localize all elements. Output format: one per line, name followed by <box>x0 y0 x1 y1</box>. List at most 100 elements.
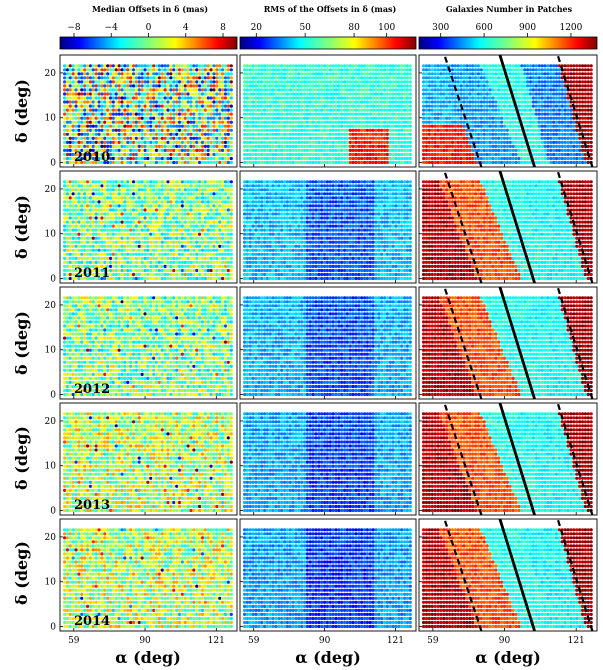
patch-dot <box>563 104 567 108</box>
patch-dot <box>166 140 170 144</box>
patch-dot <box>368 68 372 72</box>
patch-dot <box>343 132 347 136</box>
patch-dot <box>328 88 332 92</box>
patch-dot <box>63 100 67 104</box>
patch-dot <box>365 152 369 157</box>
patch-dot <box>160 256 164 260</box>
patch-dot <box>314 132 318 136</box>
patch-dot <box>456 104 460 108</box>
patch-dot <box>543 84 547 88</box>
patch-dot <box>439 136 443 140</box>
patch-dot <box>71 92 75 96</box>
patch-dot <box>177 96 182 100</box>
patch-dot <box>245 132 249 136</box>
patch-dot <box>566 68 570 72</box>
patch-dot <box>581 80 585 84</box>
patch-dot <box>63 272 67 277</box>
patch-dot <box>109 276 113 281</box>
patch-dot <box>380 156 384 161</box>
patch-dot <box>537 96 541 100</box>
patch-dot <box>114 160 118 165</box>
patch-dot <box>97 268 101 273</box>
patch-dot <box>157 72 161 76</box>
patch-dot <box>172 96 176 100</box>
patch-dot <box>212 260 216 264</box>
patch-dot <box>189 88 193 92</box>
patch-dot <box>360 140 364 144</box>
patch-dot <box>546 76 550 80</box>
patch-dot <box>351 88 355 92</box>
patch-dot <box>317 140 321 144</box>
patch-dot <box>474 136 478 140</box>
patch-dot <box>337 68 341 72</box>
patch-dot <box>494 108 498 112</box>
patch-dot <box>146 140 150 144</box>
patch-dot <box>186 132 190 136</box>
patch-dot <box>218 84 222 88</box>
patch-dot <box>71 248 75 252</box>
patch-dot <box>218 76 222 80</box>
patch-dot <box>65 116 70 120</box>
patch-dot <box>74 152 78 157</box>
patch-dot <box>575 140 579 144</box>
patch-dot <box>314 160 318 165</box>
patch-dot <box>192 144 196 148</box>
patch-dot <box>260 88 264 92</box>
patch-dot <box>314 80 318 84</box>
patch-dot <box>554 132 559 136</box>
patch-dot <box>442 80 446 84</box>
patch-dot <box>394 156 398 161</box>
patch-dot <box>143 108 147 112</box>
patch-dot <box>137 128 141 132</box>
patch-dot <box>308 104 312 108</box>
patch-dot <box>134 264 138 268</box>
patch-dot <box>380 92 384 96</box>
patch-dot <box>183 76 187 80</box>
patch-dot <box>325 108 329 112</box>
patch-dot <box>385 68 389 72</box>
patch-dot <box>226 76 230 80</box>
patch-dot <box>566 124 570 128</box>
patch-dot <box>91 84 95 88</box>
patch-dot <box>209 264 213 268</box>
patch-dot <box>271 148 275 152</box>
patch-dot <box>456 68 460 72</box>
patch-dot <box>172 124 176 128</box>
patch-dot <box>257 84 261 88</box>
patch-dot <box>500 72 504 76</box>
patch-dot <box>268 140 272 144</box>
patch-dot <box>497 148 501 152</box>
patch-dot <box>100 156 104 161</box>
patch-dot <box>166 72 170 76</box>
patch-dot <box>268 88 272 92</box>
patch-dot <box>554 84 559 88</box>
patch-dot <box>357 96 361 100</box>
patch-dot <box>152 256 156 260</box>
patch-dot <box>371 160 375 165</box>
patch-dot <box>488 160 492 165</box>
patch-dot <box>192 96 196 100</box>
patch-dot <box>68 264 72 268</box>
patch-dot <box>203 108 207 112</box>
patch-dot <box>192 268 196 273</box>
patch-dot <box>465 160 469 165</box>
patch-dot <box>291 112 295 116</box>
patch-dot <box>251 100 255 104</box>
patch-dot <box>403 160 407 165</box>
patch-dot <box>459 144 463 148</box>
patch-dot <box>200 88 205 92</box>
patch-dot <box>106 156 110 161</box>
patch-dot <box>482 100 486 104</box>
patch-dot <box>218 104 222 108</box>
patch-dot <box>209 112 213 116</box>
patch-dot <box>383 160 387 165</box>
patch-dot <box>453 140 457 144</box>
patch-dot <box>485 72 489 76</box>
patch-dot <box>354 88 358 92</box>
patch-dot <box>351 152 355 157</box>
patch-dot <box>365 92 369 96</box>
patch-dot <box>169 156 173 161</box>
patch-dot <box>465 100 469 104</box>
patch-dot <box>189 84 193 88</box>
patch-dot <box>517 132 521 136</box>
